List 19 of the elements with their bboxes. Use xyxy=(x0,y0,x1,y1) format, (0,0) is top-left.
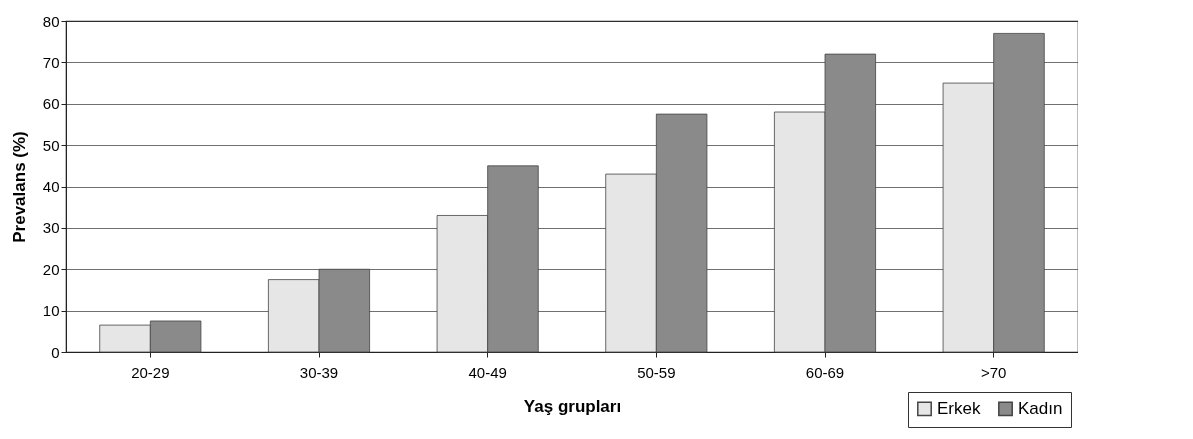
x-tick-label: 40-49 xyxy=(468,363,507,381)
y-tick-label: 40 xyxy=(42,178,60,195)
legend-label: Kadın xyxy=(1018,398,1063,418)
y-axis-title: Prevalans (%) xyxy=(9,131,29,243)
x-axis-title: Yaş grupları xyxy=(523,396,622,416)
y-tick-label: 20 xyxy=(42,260,60,278)
y-tick-label: 10 xyxy=(42,302,60,320)
y-tick-label: 80 xyxy=(42,12,60,30)
x-tick-label: 30-39 xyxy=(299,363,339,381)
y-tick-label: 70 xyxy=(42,53,60,71)
legend-label: Erkek xyxy=(937,398,981,418)
x-tick-label: >70 xyxy=(980,363,1007,381)
y-tick-label: 60 xyxy=(42,95,60,113)
y-tick-label: 0 xyxy=(51,343,60,361)
x-tick-label: 50-59 xyxy=(637,363,676,381)
y-tick-label: 50 xyxy=(42,136,60,154)
y-tick-label: 30 xyxy=(42,219,60,237)
x-tick-label: 20-29 xyxy=(131,363,170,381)
x-tick-label: 60-69 xyxy=(805,363,845,381)
